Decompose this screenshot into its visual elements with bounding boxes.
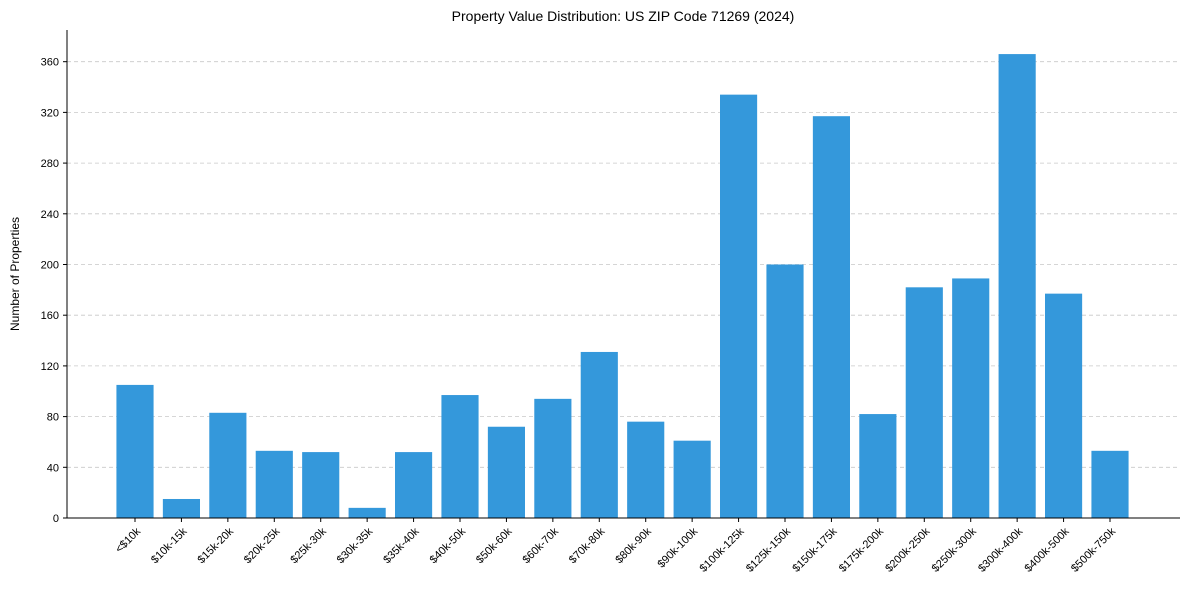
y-tick-label: 200 [41,259,59,271]
bar-3 [255,450,293,518]
bar-4 [302,452,340,518]
x-tick-label: $100k-125k [698,525,747,574]
bar-0 [116,384,154,518]
y-tick-label: 240 [41,209,59,221]
x-tick-label: $10k-15k [149,525,190,566]
bar-19 [998,54,1036,518]
bar-21 [1091,450,1129,518]
bar-13 [720,94,758,518]
y-tick-label: 80 [47,412,59,424]
x-tick-label: $500k-750k [1069,525,1118,574]
bar-17 [905,287,943,518]
x-tick-label: $70k-80k [567,525,608,566]
bar-5 [348,507,386,518]
y-axis-label: Number of Properties [8,217,22,331]
bar-9 [534,398,572,518]
x-tick-label: $60k-70k [520,525,561,566]
x-tick-label: $250k-300k [930,525,979,574]
y-tick-label: 360 [41,57,59,69]
bar-16 [859,414,897,518]
y-tick-label: 320 [41,107,59,119]
x-tick-label: $20k-25k [242,525,283,566]
y-tick-label: 40 [47,462,59,474]
x-tick-label: $125k-150k [744,525,793,574]
x-tick-label: $300k-400k [976,525,1025,574]
bar-14 [766,264,804,518]
x-tick-label: $15k-20k [195,525,236,566]
x-tick-label: <$10k [113,525,143,555]
y-tick-label: 280 [41,158,59,170]
x-tick-label: $90k-100k [655,525,700,570]
bar-12 [673,440,711,518]
x-tick-label: $35k-40k [381,525,422,566]
y-tick-label: 120 [41,361,59,373]
x-tick-label: $25k-30k [288,525,329,566]
x-tick-label: $150k-175k [790,525,839,574]
bar-18 [952,278,990,518]
x-tick-label: $400k-500k [1023,525,1072,574]
bar-20 [1045,293,1083,518]
bar-11 [627,421,665,518]
x-tick-label: $175k-200k [837,525,886,574]
bar-6 [395,452,433,518]
chart-title: Property Value Distribution: US ZIP Code… [452,8,795,24]
bar-1 [162,498,200,518]
bar-10 [580,351,618,518]
bar-15 [812,116,850,519]
y-tick-label: 160 [41,310,59,322]
bar-7 [441,395,479,518]
bar-8 [487,426,525,518]
y-tick-label: 0 [53,513,59,525]
x-tick-label: $40k-50k [428,525,469,566]
bar-2 [209,412,247,518]
x-tick-label: $30k-35k [335,525,376,566]
x-tick-label: $50k-60k [474,525,515,566]
x-tick-label: $80k-90k [613,525,654,566]
x-tick-label: $200k-250k [883,525,932,574]
